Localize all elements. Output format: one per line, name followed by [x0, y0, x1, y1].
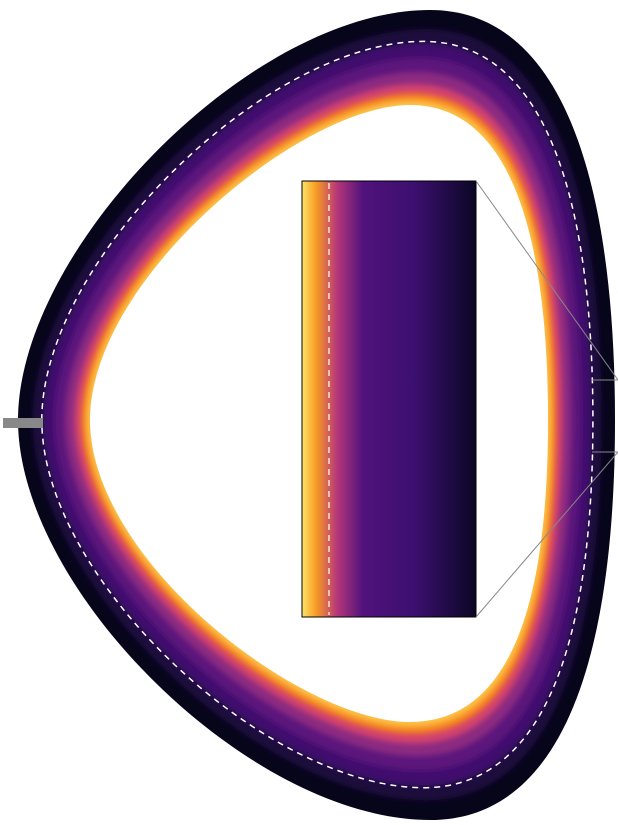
zoom-inset [301, 180, 477, 618]
zoom-connector [475, 180, 618, 381]
zoom-connector [475, 451, 618, 618]
probe [3, 418, 43, 428]
separatrix-line [41, 40, 594, 789]
